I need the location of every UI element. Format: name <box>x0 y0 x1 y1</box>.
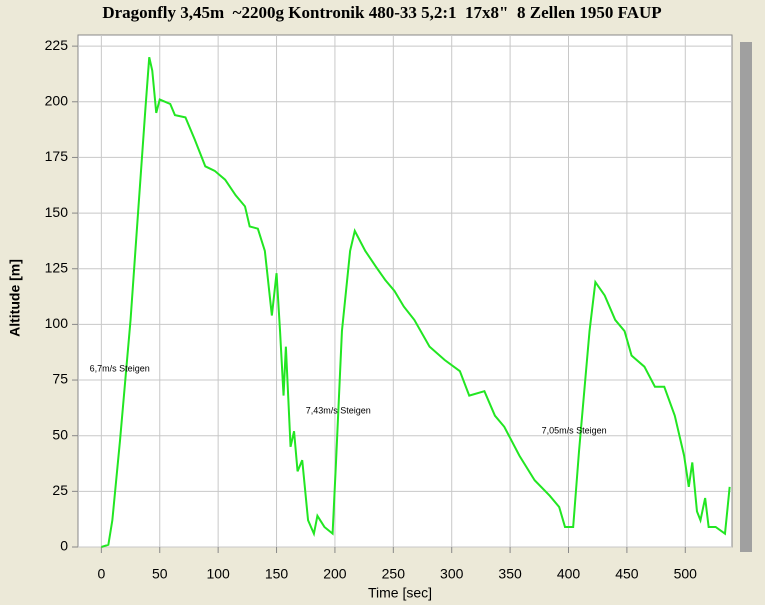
x-tick-label: 300 <box>440 566 464 582</box>
y-tick-label: 150 <box>45 204 69 220</box>
side-strip <box>740 42 752 552</box>
x-tick-label: 100 <box>206 566 230 582</box>
y-axis-label: Altitude [m] <box>7 259 23 337</box>
data-line <box>101 57 731 548</box>
x-tick-label: 50 <box>152 566 168 582</box>
y-tick-label: 125 <box>45 259 69 275</box>
y-tick-label: 225 <box>45 37 69 53</box>
y-tick-label: 0 <box>60 538 68 554</box>
x-tick-label: 450 <box>615 566 639 582</box>
annotation: 6,7m/s Steigen <box>90 363 150 373</box>
plot-area <box>77 34 733 548</box>
x-tick-label: 500 <box>674 566 698 582</box>
x-tick-label: 250 <box>382 566 406 582</box>
x-axis-label: Time [sec] <box>368 585 432 601</box>
chart-title: Dragonfly 3,45m ~2200g Kontronik 480-33 … <box>102 3 661 22</box>
annotation: 7,43m/s Steigen <box>306 406 371 416</box>
y-tick-label: 50 <box>52 426 68 442</box>
y-tick-label: 75 <box>52 371 68 387</box>
x-tick-label: 400 <box>557 566 581 582</box>
x-tick-label: 200 <box>323 566 347 582</box>
x-tick-label: 0 <box>97 566 105 582</box>
y-tick-label: 200 <box>45 92 69 108</box>
annotation: 7,05m/s Steigen <box>542 426 607 436</box>
x-tick-label: 350 <box>498 566 522 582</box>
y-tick-label: 100 <box>45 315 69 331</box>
x-tick-label: 150 <box>265 566 289 582</box>
y-tick-label: 175 <box>45 148 69 164</box>
y-tick-label: 25 <box>52 482 68 498</box>
